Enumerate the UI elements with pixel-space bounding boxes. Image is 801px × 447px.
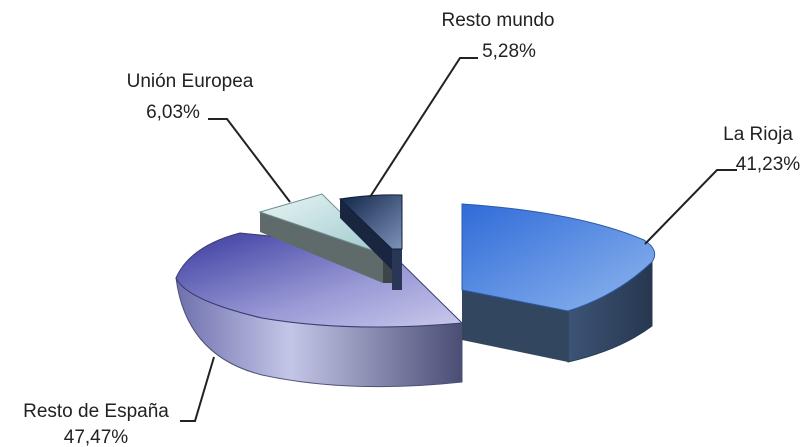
label-union-europea: Unión Europea [127,71,254,92]
value-resto-mundo: 5,28% [482,41,536,62]
slice-resto-mundo-top [338,194,403,250]
leader-line-resto-espana [180,356,215,422]
slice-union-europea-side [260,212,383,283]
slice-resto-mundo-side [340,199,392,270]
slice-la-rioja-top [461,203,656,312]
slice-resto-mundo [338,194,403,290]
label-la-rioja: La Rioja [723,124,793,145]
value-resto-espana: 47,47% [64,427,129,447]
leader-line-la-rioja [644,169,737,245]
leader-line-union-europea [208,118,291,203]
label-resto-mundo: Resto mundo [441,10,554,31]
value-la-rioja: 41,23% [736,154,801,175]
label-resto-espana: Resto de España [23,401,169,422]
slice-resto-mundo-front [392,249,402,290]
value-union-europea: 6,03% [146,102,200,123]
slice-la-rioja-front [462,290,568,362]
slice-la-rioja [461,203,656,363]
leader-line-resto-mundo [369,57,478,198]
